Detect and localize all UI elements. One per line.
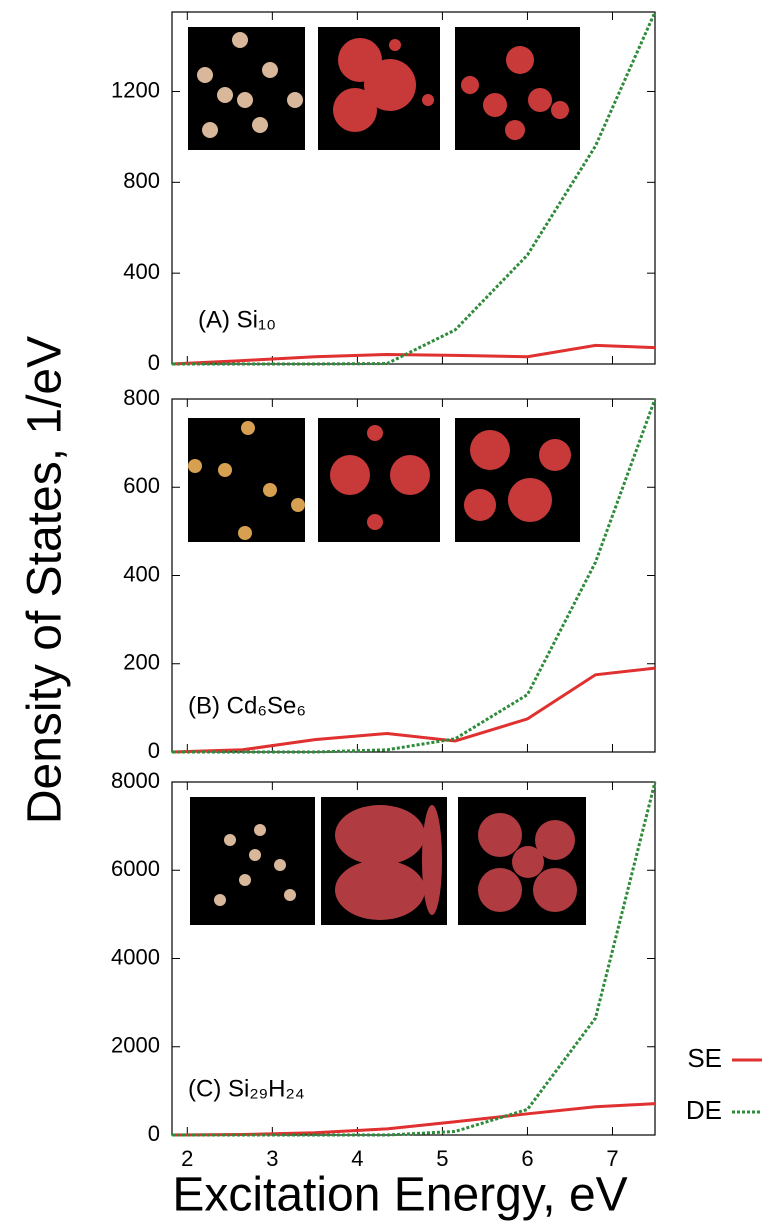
x-tick-label: 7 [606, 1146, 618, 1171]
series-line [172, 345, 655, 364]
y-tick-label: 0 [148, 738, 160, 763]
panel-label: (C) Si₂₉H₂₄ [188, 1075, 305, 1102]
legend-label: DE [686, 1095, 722, 1125]
y-axis-label: Density of States, 1/eV [19, 336, 72, 824]
x-tick-label: 4 [351, 1146, 363, 1171]
panel-label: (A) Si₁₀ [198, 306, 276, 333]
y-tick-label: 400 [123, 259, 160, 284]
y-tick-label: 400 [123, 561, 160, 586]
legend-label: SE [687, 1043, 722, 1073]
y-tick-label: 800 [123, 168, 160, 193]
y-tick-label: 600 [123, 473, 160, 498]
series-line [172, 1104, 655, 1135]
x-tick-label: 2 [181, 1146, 193, 1171]
inset-image [188, 418, 305, 542]
y-tick-label: 4000 [111, 944, 160, 969]
figure: Density of States, 1/eV Excitation Energ… [0, 0, 764, 1227]
x-tick-label: 5 [436, 1146, 448, 1171]
y-tick-label: 800 [123, 385, 160, 410]
y-tick-label: 6000 [111, 856, 160, 881]
y-tick-label: 2000 [111, 1033, 160, 1058]
y-tick-label: 0 [148, 350, 160, 375]
y-tick-label: 0 [148, 1121, 160, 1146]
y-tick-label: 200 [123, 650, 160, 675]
y-tick-label: 1200 [111, 77, 160, 102]
x-axis-label: Excitation Energy, eV [172, 1169, 627, 1222]
y-tick-label: 8000 [111, 768, 160, 793]
inset-image [190, 797, 315, 925]
inset-image [455, 418, 580, 542]
x-tick-label: 6 [521, 1146, 533, 1171]
x-tick-label: 3 [266, 1146, 278, 1171]
insets [188, 27, 586, 925]
panel-label: (B) Cd₆Se₆ [188, 692, 306, 719]
